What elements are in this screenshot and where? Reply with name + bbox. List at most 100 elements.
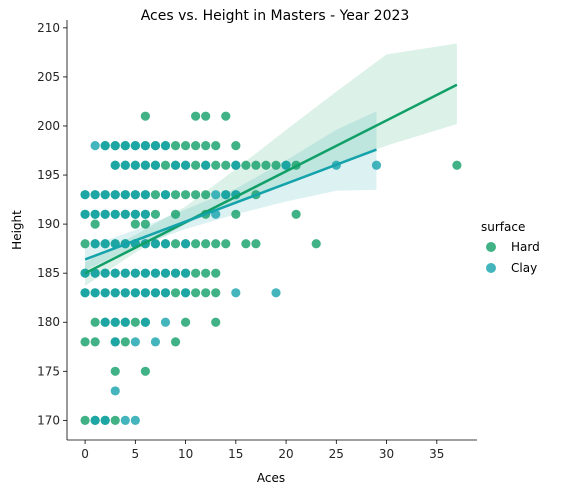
y-tick-label: 210 <box>37 21 60 35</box>
data-point-clay <box>110 141 120 151</box>
data-point-hard <box>110 366 120 376</box>
y-axis-label: Height <box>10 210 24 250</box>
data-point-clay <box>110 190 120 200</box>
data-point-clay <box>130 268 140 278</box>
data-point-clay <box>231 160 241 170</box>
legend-label-clay: Clay <box>511 261 537 275</box>
data-point-hard <box>231 209 241 219</box>
data-point-hard <box>191 160 201 170</box>
data-point-clay <box>140 317 150 327</box>
data-point-hard <box>170 288 181 298</box>
data-point-clay <box>90 141 100 151</box>
data-point-clay <box>130 160 140 170</box>
data-point-clay <box>231 288 241 298</box>
x-axis-label: Aces <box>257 471 285 485</box>
data-point-clay <box>120 190 130 200</box>
data-point-hard <box>80 415 90 425</box>
data-point-hard <box>191 239 201 249</box>
data-point-clay <box>90 268 100 278</box>
data-point-clay <box>140 141 150 151</box>
data-point-hard <box>140 219 150 229</box>
data-point-hard <box>180 141 191 151</box>
data-point-hard <box>221 239 231 249</box>
regression-line-clay <box>84 148 377 261</box>
data-point-hard <box>130 219 140 229</box>
data-point-clay <box>120 268 130 278</box>
y-tick-label: 195 <box>37 168 60 182</box>
data-point-clay <box>150 160 161 170</box>
data-point-hard <box>271 160 281 170</box>
data-point-hard <box>211 160 221 170</box>
legend-marker-clay <box>486 263 496 273</box>
data-point-clay <box>110 268 120 278</box>
data-point-clay <box>180 268 191 278</box>
regression-lines <box>84 83 458 275</box>
data-point-clay <box>130 190 140 200</box>
data-point-clay <box>130 141 140 151</box>
data-point-clay <box>100 190 110 200</box>
y-tick-label: 180 <box>37 315 60 329</box>
data-point-clay <box>90 415 100 425</box>
data-point-clay <box>90 190 100 200</box>
data-point-clay <box>130 337 140 347</box>
data-point-clay <box>120 141 130 151</box>
data-point-hard <box>80 239 90 249</box>
data-point-clay <box>150 288 161 298</box>
data-point-clay <box>100 317 110 327</box>
data-point-hard <box>241 239 251 249</box>
x-tick-label: 35 <box>429 447 444 461</box>
data-point-hard <box>211 141 221 151</box>
data-point-hard <box>180 317 191 327</box>
data-point-clay <box>160 239 171 249</box>
chart-title: Aces vs. Height in Masters - Year 2023 <box>141 8 410 24</box>
data-point-clay <box>90 209 100 219</box>
data-point-clay <box>110 160 120 170</box>
legend-marker-hard <box>486 242 496 252</box>
data-point-clay <box>110 209 120 219</box>
data-point-hard <box>180 190 191 200</box>
data-point-hard <box>130 317 140 327</box>
data-point-clay <box>100 141 110 151</box>
data-point-hard <box>251 239 261 249</box>
data-point-clay <box>100 239 110 249</box>
data-point-hard <box>231 141 241 151</box>
data-point-hard <box>201 239 211 249</box>
confidence-band-clay <box>85 111 377 271</box>
data-point-hard <box>160 160 171 170</box>
y-tick-label: 205 <box>37 70 60 84</box>
data-point-hard <box>191 288 201 298</box>
data-point-hard <box>120 337 130 347</box>
data-point-hard <box>140 111 150 121</box>
y-ticks: 170 175 180 185 190 195 200 205 210 <box>37 21 67 427</box>
data-point-clay <box>140 190 150 200</box>
data-point-clay <box>130 415 140 425</box>
data-point-hard <box>170 209 181 219</box>
data-point-hard <box>170 190 181 200</box>
legend-label-hard: Hard <box>511 240 540 254</box>
data-point-clay <box>110 288 120 298</box>
x-tick-label: 30 <box>379 447 394 461</box>
data-point-clay <box>160 190 171 200</box>
data-point-clay <box>150 141 161 151</box>
x-tick-label: 0 <box>81 447 89 461</box>
legend-title: surface <box>481 220 525 234</box>
data-point-hard <box>251 160 261 170</box>
y-tick-label: 185 <box>37 266 60 280</box>
data-point-clay <box>140 209 150 219</box>
data-point-clay <box>150 337 161 347</box>
data-point-clay <box>201 160 211 170</box>
x-tick-label: 15 <box>228 447 243 461</box>
data-point-hard <box>201 268 211 278</box>
regression-line-hard <box>84 83 458 275</box>
data-point-clay <box>120 288 130 298</box>
data-point-clay <box>170 160 181 170</box>
data-point-clay <box>160 268 171 278</box>
data-point-hard <box>241 160 251 170</box>
data-point-hard <box>201 111 211 121</box>
x-tick-label: 10 <box>178 447 193 461</box>
data-point-clay <box>371 160 382 170</box>
data-point-hard <box>191 141 201 151</box>
data-point-hard <box>170 239 181 249</box>
data-point-clay <box>100 288 110 298</box>
